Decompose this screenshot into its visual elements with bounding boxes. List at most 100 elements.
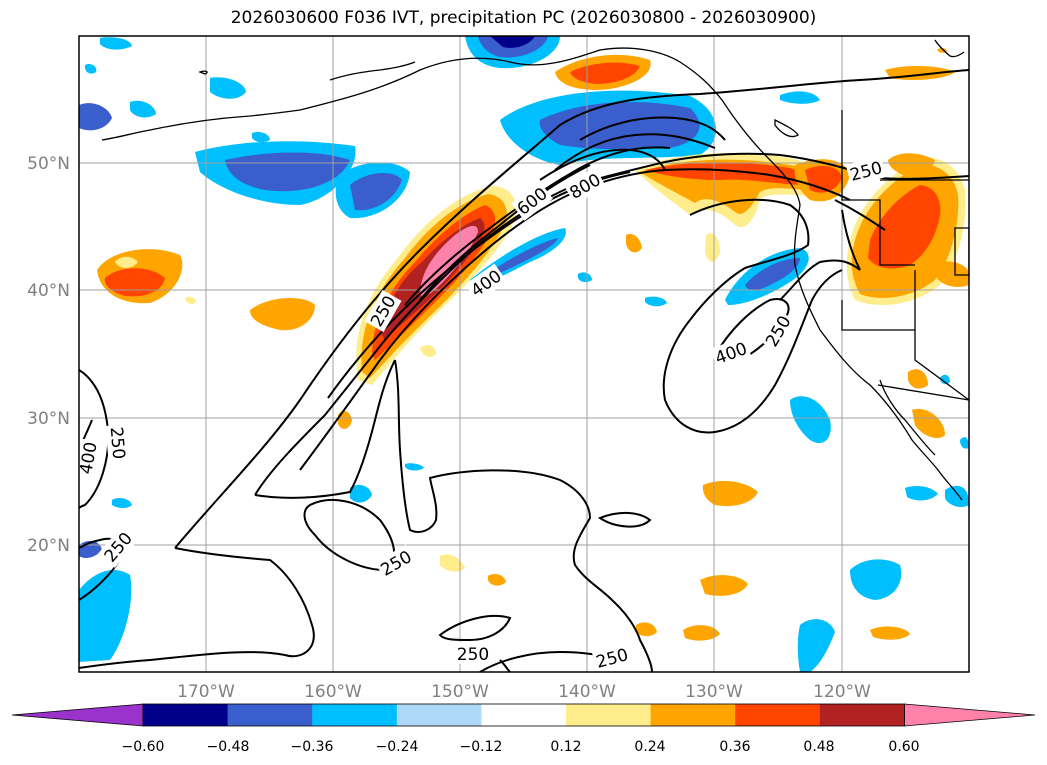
- lat-tick-label: 30°N: [27, 409, 70, 429]
- precip-shading: [79, 36, 969, 672]
- contour-label: 400: [76, 440, 101, 475]
- plot-frame: [78, 35, 970, 673]
- neg-anomaly-region: [850, 559, 902, 600]
- neg-anomaly-region: [960, 437, 969, 449]
- colorbar-tick-labels: −0.60 −0.48 −0.36 −0.24 −0.12 0.12 0.24 …: [122, 739, 920, 755]
- neg-anomaly-region: [350, 173, 402, 211]
- contour-label: 250: [106, 426, 129, 460]
- pos-anomaly-region: [645, 162, 810, 185]
- lon-tick-label: 160°W: [304, 682, 362, 702]
- ivt-contour-400: [834, 199, 886, 231]
- neg-anomaly-region: [790, 396, 831, 444]
- lon-tick-label: 120°W: [813, 682, 871, 702]
- colorbar-cells: [11, 703, 1036, 727]
- neg-anomaly-region: [485, 238, 558, 276]
- neg-anomaly-region: [940, 374, 950, 385]
- colorbar-tick-label: −0.12: [460, 739, 503, 755]
- pos-anomaly-region: [440, 554, 465, 572]
- ivt-contour-250: [394, 359, 653, 672]
- pos-anomaly-region: [908, 369, 928, 389]
- lon-tick-labels: 170°W 160°W 150°W 140°W 130°W 120°W: [177, 682, 871, 702]
- colorbar-cell: [143, 704, 229, 726]
- contour-labels: 250 400 600 800 250 400 250 250 250 400 …: [74, 155, 887, 674]
- neg-anomaly-region: [578, 272, 592, 283]
- colorbar: −0.60 −0.48 −0.36 −0.24 −0.12 0.12 0.24 …: [11, 703, 1036, 755]
- lat-tick-label: 20°N: [27, 536, 70, 556]
- contour-label: 250: [457, 645, 489, 665]
- ivt-contour-250: [79, 369, 110, 509]
- pos-anomaly-region: [626, 234, 642, 253]
- pos-anomaly-region: [935, 261, 969, 287]
- colorbar-cell: [819, 704, 905, 726]
- neg-anomaly-region: [490, 36, 535, 48]
- ivt-contour-250: [79, 547, 315, 669]
- pos-anomaly-region: [868, 185, 941, 269]
- map-title: 2026030600 F036 IVT, precipitation PC (2…: [230, 8, 817, 28]
- neg-anomaly-region: [945, 485, 969, 508]
- contour-label: 400: [713, 339, 750, 369]
- neg-anomaly-region: [112, 497, 132, 509]
- colorbar-frame: [142, 703, 905, 727]
- pos-anomaly-region: [705, 233, 720, 262]
- neg-anomaly-region: [210, 77, 246, 99]
- ivt-contour-250: [841, 209, 861, 271]
- lon-tick-label: 140°W: [558, 682, 616, 702]
- colorbar-tick-label: −0.60: [122, 739, 165, 755]
- pos-anomaly-region: [636, 622, 657, 637]
- colorbar-extend-low: [11, 703, 144, 727]
- neg-anomaly-region: [100, 37, 132, 50]
- ivt-contours: [79, 69, 969, 672]
- pos-anomaly-region: [104, 268, 165, 297]
- ivt-contour-600: [419, 164, 591, 301]
- gridlines: [79, 36, 969, 672]
- colorbar-cell: [312, 704, 398, 726]
- colorbar-cell: [396, 704, 482, 726]
- neg-anomaly-region: [79, 103, 112, 131]
- neg-anomaly-region: [79, 570, 132, 662]
- neg-anomaly-region: [645, 296, 667, 307]
- colorbar-tick-label: −0.48: [207, 739, 250, 755]
- lat-tick-labels: 50°N 40°N 30°N 20°N: [27, 154, 70, 556]
- ivt-contour-250: [438, 614, 512, 642]
- neg-anomaly-region: [225, 152, 350, 192]
- neg-anomaly-region: [84, 63, 97, 74]
- colorbar-tick-label: 0.60: [888, 739, 919, 755]
- colorbar-tick-label: 0.24: [634, 739, 665, 755]
- pos-anomaly-region: [338, 410, 352, 429]
- ivt-contour-400: [662, 198, 843, 434]
- neg-anomaly-region: [130, 100, 156, 118]
- lon-tick-label: 130°W: [685, 682, 743, 702]
- pos-anomaly-region: [115, 256, 138, 268]
- pos-anomaly-region: [870, 626, 910, 640]
- pos-anomaly-region: [683, 625, 720, 641]
- ivt-contour-800: [554, 133, 716, 171]
- contour-label: 250: [101, 529, 137, 567]
- colorbar-tick-label: −0.36: [291, 739, 334, 755]
- colorbar-cell: [481, 704, 567, 726]
- neg-anomaly-region: [780, 91, 820, 104]
- pos-anomaly-region: [700, 575, 748, 596]
- neg-anomaly-region: [905, 486, 938, 501]
- coastlines: [101, 39, 969, 501]
- colorbar-cell: [566, 704, 652, 726]
- ivt-contour-600: [539, 148, 666, 181]
- lon-tick-label: 170°W: [177, 682, 235, 702]
- neg-anomaly-region: [350, 484, 372, 503]
- ivt-contour-800: [579, 116, 726, 141]
- pos-anomaly-region: [888, 153, 935, 177]
- lat-tick-label: 50°N: [27, 154, 70, 174]
- pos-anomaly-region: [702, 480, 758, 507]
- colorbar-tick-label: 0.36: [719, 739, 750, 755]
- pos-anomaly-region: [912, 408, 945, 439]
- contour-label: 250: [848, 158, 885, 186]
- colorbar-cell: [227, 704, 313, 726]
- contour-label: 250: [594, 645, 631, 673]
- ivt-contour-250: [174, 69, 969, 549]
- ivt-contour-250: [597, 512, 652, 528]
- colorbar-extend-high: [904, 703, 1036, 727]
- pos-anomaly-region: [185, 296, 196, 305]
- colorbar-tick-label: −0.24: [376, 739, 419, 755]
- colorbar-tick-label: 0.12: [550, 739, 581, 755]
- pos-anomaly-region: [250, 298, 315, 331]
